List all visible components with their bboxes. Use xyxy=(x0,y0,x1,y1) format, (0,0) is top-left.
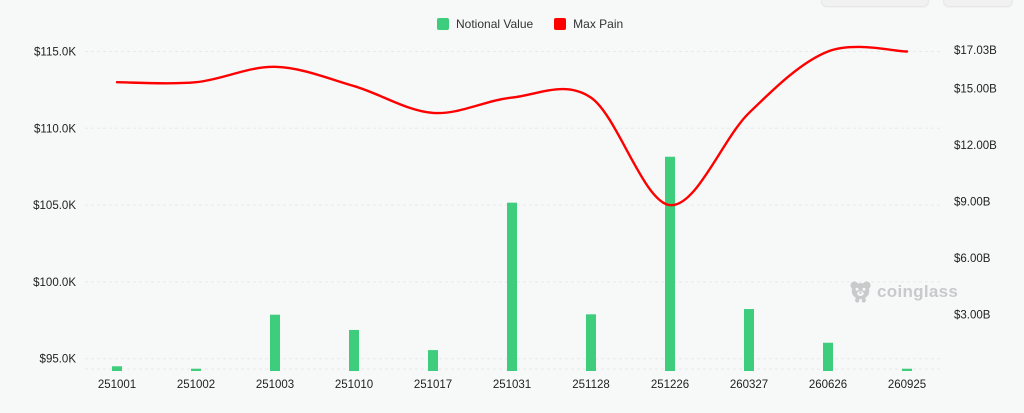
notional-value-swatch-icon xyxy=(437,18,449,30)
x-axis-tick-label: 251002 xyxy=(177,379,215,391)
notional-value-bar[interactable] xyxy=(665,156,675,371)
x-axis-tick-label: 260925 xyxy=(888,379,926,391)
watermark-text: coinglass xyxy=(877,281,959,301)
legend-item-max-pain[interactable]: Max Pain xyxy=(554,17,623,31)
left-axis-tick-label: $105.0K xyxy=(33,200,76,212)
x-axis-tick-label: 260327 xyxy=(730,379,768,391)
notional-value-bar[interactable] xyxy=(823,342,833,371)
right-axis-tick-label: $15.00B xyxy=(954,83,997,95)
max-pain-swatch-icon xyxy=(554,18,567,30)
right-axis-tick-label: $9.00B xyxy=(954,196,991,208)
notional-value-bar[interactable] xyxy=(507,202,517,371)
left-axis-tick-label: $95.0K xyxy=(40,354,77,366)
notional-value-bar[interactable] xyxy=(191,368,201,371)
right-axis-tick-label: $12.00B xyxy=(954,140,997,152)
right-axis-tick-label: $3.00B xyxy=(954,309,991,321)
x-axis-tick-label: 251128 xyxy=(572,379,610,391)
watermark: coinglass xyxy=(849,280,958,303)
notional-value-bar[interactable] xyxy=(586,314,596,371)
right-axis-tick-label: $17.03B xyxy=(954,45,997,57)
legend-label: Notional Value xyxy=(456,17,534,31)
max-pain-line[interactable] xyxy=(115,45,909,207)
x-axis-tick-label: 251031 xyxy=(493,379,531,391)
x-axis-tick-label: 260626 xyxy=(809,379,847,391)
coinglass-bear-icon xyxy=(850,281,871,303)
left-axis-tick-label: $100.0K xyxy=(33,277,76,289)
notional-value-bar[interactable] xyxy=(744,309,754,371)
left-axis-tick-label: $115.0K xyxy=(34,47,76,59)
x-axis-tick-label: 251226 xyxy=(651,379,689,391)
notional-value-bar[interactable] xyxy=(270,314,280,371)
x-axis-tick-label: 251010 xyxy=(335,379,373,391)
notional-value-bar[interactable] xyxy=(112,366,122,371)
notional-value-bar[interactable] xyxy=(902,368,912,371)
notional-value-bar[interactable] xyxy=(428,350,438,371)
right-axis-tick-label: $6.00B xyxy=(954,253,991,265)
x-axis-tick-label: 251017 xyxy=(414,379,452,391)
notional-value-bar[interactable] xyxy=(349,329,359,371)
left-axis-tick-label: $110.0K xyxy=(34,123,76,135)
x-axis-tick-label: 251001 xyxy=(98,379,136,391)
legend-label: Max Pain xyxy=(573,17,624,31)
legend-item-notional-value[interactable]: Notional Value xyxy=(437,17,533,31)
x-axis-tick-label: 251003 xyxy=(256,379,294,391)
chart-legend: Notional Value Max Pain xyxy=(437,17,623,31)
